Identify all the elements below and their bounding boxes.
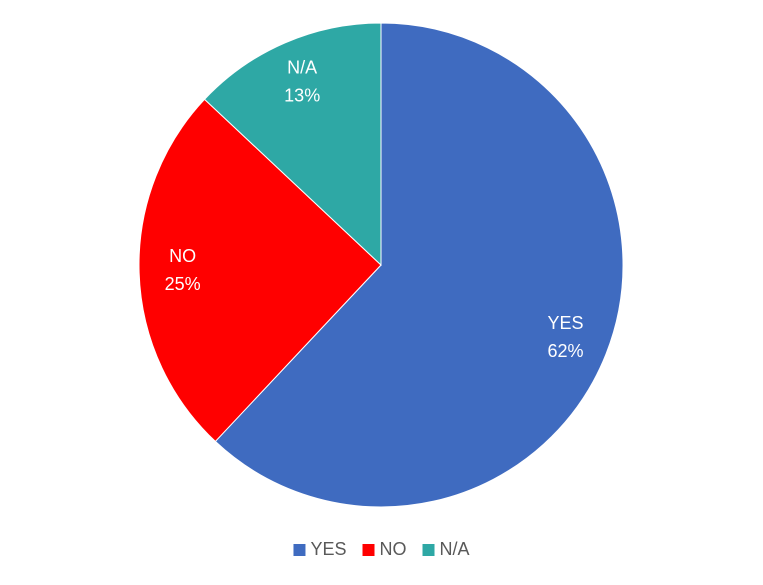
slice-label: YES	[547, 313, 583, 333]
legend-label: NO	[380, 539, 407, 559]
pie-slice	[138, 98, 382, 443]
legend-label: N/A	[440, 539, 470, 559]
slice-value-label: 13%	[284, 86, 320, 106]
slice-value-label: 25%	[165, 274, 201, 294]
slice-value-label: 62%	[547, 341, 583, 361]
slice-label: NO	[169, 246, 196, 266]
pie-slice	[203, 22, 382, 267]
legend-swatch	[293, 544, 306, 556]
slice-label: N/A	[287, 58, 317, 78]
legend-swatch	[362, 544, 375, 556]
legend-label: YES	[310, 539, 346, 559]
legend-swatch	[422, 544, 435, 556]
legend: YES NO N/A	[293, 539, 470, 559]
pie-slice	[214, 22, 624, 508]
